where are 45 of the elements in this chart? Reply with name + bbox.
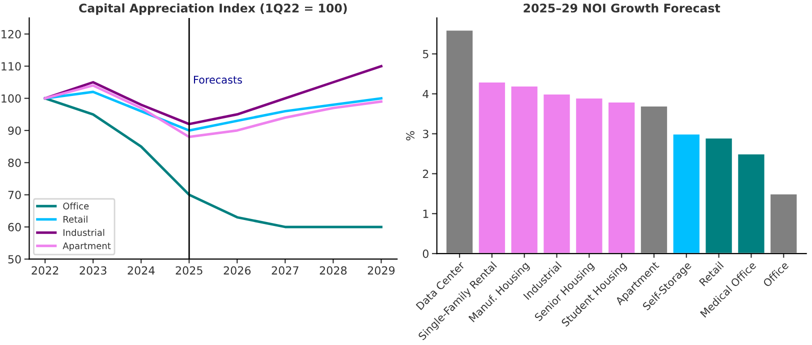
y-tick-label: 50 xyxy=(8,255,21,264)
line-series xyxy=(44,97,382,228)
legend-label: Office xyxy=(63,202,89,210)
x-tick-label: 2028 xyxy=(320,266,347,275)
chart-title: Capital Appreciation Index (1Q22 = 100) xyxy=(79,3,347,15)
y-tick-label: 0 xyxy=(422,250,428,258)
x-tick-label: 2023 xyxy=(80,266,106,275)
y-tick-label: 1 xyxy=(423,210,428,218)
y-tick-label: 60 xyxy=(8,222,21,232)
line-series xyxy=(44,64,382,126)
bar xyxy=(769,192,798,254)
y-tick-label: 100 xyxy=(2,94,21,103)
x-tick-label: 2027 xyxy=(272,266,298,275)
legend-label: Apartment xyxy=(62,242,111,251)
chart-title: 2025–29 NOI Growth Forecast xyxy=(524,3,720,13)
x-tick-label: 2029 xyxy=(368,266,395,275)
ref-line-label: Forecasts xyxy=(194,76,242,84)
bar xyxy=(736,153,766,254)
bar xyxy=(672,133,701,254)
y-tick-label: 120 xyxy=(2,30,21,38)
y-tick-label: 90 xyxy=(8,126,21,135)
bar xyxy=(542,93,572,254)
legend-label: Retail xyxy=(64,216,88,223)
line-series xyxy=(44,90,382,132)
line-series xyxy=(44,84,382,138)
y-tick-label: 5 xyxy=(423,50,428,58)
bar xyxy=(640,105,668,254)
bar xyxy=(445,29,474,254)
y-tick-label: 70 xyxy=(8,190,21,200)
y-tick-label: 110 xyxy=(2,62,21,71)
x-tick-label: 2026 xyxy=(224,266,251,275)
legend-label: Industrial xyxy=(64,228,104,236)
bar xyxy=(574,97,604,254)
y-tick-label: 4 xyxy=(422,90,429,98)
y-tick-label: 2 xyxy=(422,170,428,178)
x-tick-label: 2022 xyxy=(32,266,58,275)
y-axis-title: % xyxy=(406,131,414,140)
bar xyxy=(607,101,636,254)
bar xyxy=(477,81,506,254)
x-tick-label: 2024 xyxy=(128,266,155,275)
bar xyxy=(510,85,539,254)
y-tick-label: 80 xyxy=(8,158,21,168)
y-tick-label: 3 xyxy=(422,130,428,138)
x-tick-label: 2025 xyxy=(176,266,202,275)
bar xyxy=(704,137,734,254)
